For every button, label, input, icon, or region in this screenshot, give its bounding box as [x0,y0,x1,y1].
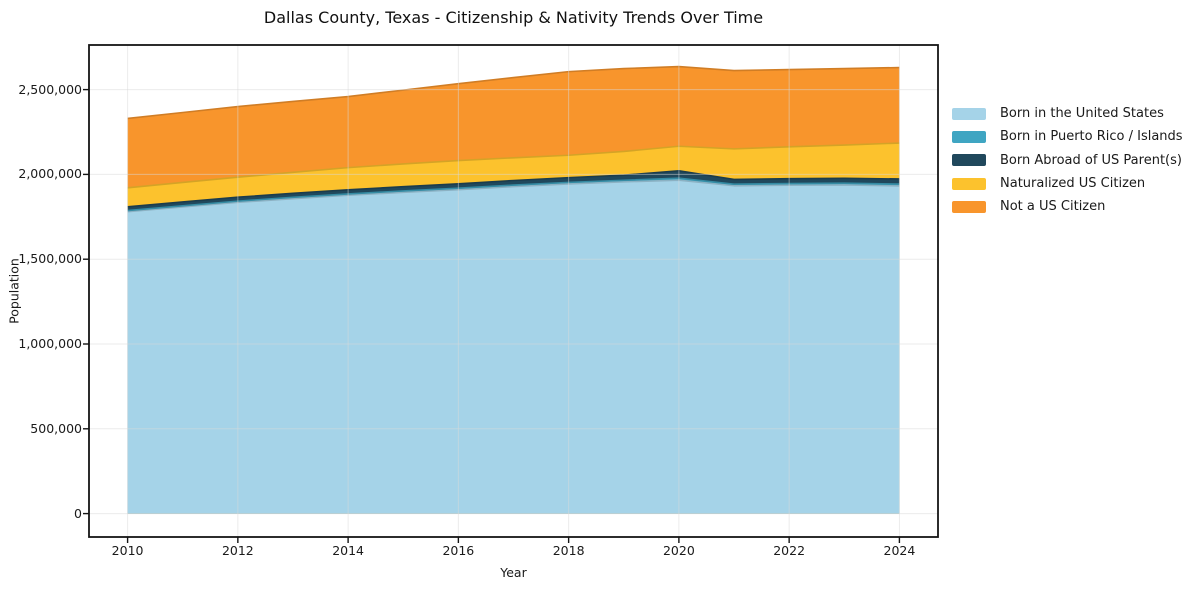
y-axis-label: Population [6,258,22,324]
x-tick-label: 2020 [662,543,695,558]
legend-swatch-icon [952,200,986,213]
plot-frame [88,44,939,538]
legend-swatch-icon [952,107,986,120]
legend-label: Born in the United States [1000,106,1164,122]
x-tick-label: 2010 [111,543,144,558]
area-edge-2 [127,170,900,208]
legend-item-3: Naturalized US Citizen [952,172,1183,195]
area-edge-1 [127,177,900,212]
y-tick-label: 0 [74,505,82,521]
legend-label: Naturalized US Citizen [1000,176,1146,192]
legend-label: Born in Puerto Rico / Islands [1000,129,1183,145]
legend-item-4: Not a US Citizen [952,195,1183,218]
legend-swatch-icon [952,130,986,143]
legend-item-1: Born in Puerto Rico / Islands [952,125,1183,148]
chart-title: Dallas County, Texas - Citizenship & Nat… [263,8,764,27]
y-tick-label: 1,500,000 [18,251,82,267]
area-edge-3 [127,142,900,189]
legend-item-2: Born Abroad of US Parent(s) [952,149,1183,172]
y-tick-label: 2,000,000 [18,166,82,182]
y-tick-label: 1,000,000 [18,335,82,351]
x-tick-label: 2022 [773,543,806,558]
legend: Born in the United States Born in Puerto … [952,102,1183,218]
x-axis-label: Year [500,565,527,580]
x-tick-label: 2014 [332,543,365,558]
x-tick-label: 2018 [552,543,585,558]
area-edge-0 [127,179,900,213]
legend-label: Born Abroad of US Parent(s) [1000,152,1182,168]
legend-swatch-icon [952,154,986,167]
area-edge-4 [127,65,900,120]
y-tick-label: 500,000 [30,420,82,436]
y-tick-label: 2,500,000 [18,81,82,97]
x-tick-label: 2024 [883,543,916,558]
area-series-0 [127,180,900,514]
x-tick-label: 2016 [442,543,475,558]
legend-item-0: Born in the United States [952,102,1183,125]
legend-label: Not a US Citizen [1000,199,1106,215]
x-tick-label: 2012 [221,543,254,558]
legend-swatch-icon [952,177,986,190]
